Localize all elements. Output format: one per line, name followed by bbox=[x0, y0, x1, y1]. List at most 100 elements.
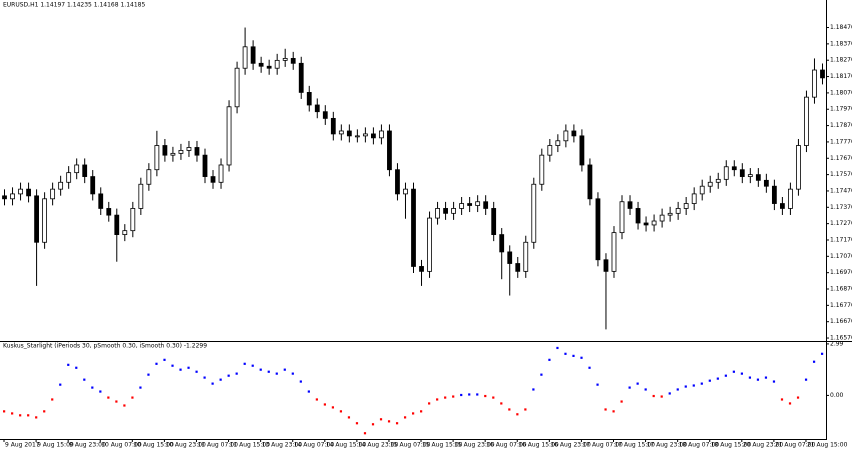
indicator-dot bbox=[740, 372, 743, 375]
indicator-dot bbox=[147, 373, 150, 376]
indicator-dot bbox=[780, 398, 784, 401]
x-tick-label: 16 Aug 23:00 bbox=[550, 442, 591, 449]
y-tick-label: 1.17770 bbox=[830, 138, 852, 145]
indicator-dot bbox=[67, 363, 70, 366]
candle-body bbox=[298, 62, 304, 93]
candle-body bbox=[130, 208, 136, 232]
candle-body bbox=[659, 214, 665, 222]
indicator-dot bbox=[59, 383, 62, 386]
indicator-dot bbox=[107, 396, 110, 399]
candle-body bbox=[603, 259, 609, 272]
candle-body bbox=[74, 164, 80, 174]
x-tick-label: 10 Aug 07:00 bbox=[101, 442, 142, 449]
candle-body bbox=[739, 169, 745, 177]
candle-body bbox=[379, 130, 384, 139]
candle-body bbox=[788, 188, 793, 209]
candle-body bbox=[779, 203, 785, 209]
x-tick-label: 11 Aug 07:00 bbox=[197, 442, 238, 449]
indicator-dot bbox=[403, 416, 407, 419]
indicator-dot bbox=[379, 418, 383, 421]
indicator-dot bbox=[211, 382, 214, 385]
indicator-dot bbox=[299, 380, 302, 383]
candle-body bbox=[715, 178, 721, 183]
candle-body bbox=[306, 92, 312, 106]
candle-body bbox=[371, 133, 376, 139]
candle-body bbox=[820, 69, 825, 79]
indicator-dot bbox=[171, 364, 174, 367]
indicator-dot bbox=[235, 372, 238, 375]
y-tick-label: 1.16670 bbox=[830, 318, 852, 325]
candle-body bbox=[403, 188, 408, 195]
indicator-dot bbox=[315, 398, 318, 401]
candle-body bbox=[491, 208, 497, 235]
candle-body bbox=[26, 188, 31, 197]
candle-body bbox=[338, 130, 344, 135]
candle-body bbox=[667, 212, 673, 216]
x-tick-label: 13 Aug 23:00 bbox=[262, 442, 303, 449]
indicator-dot bbox=[131, 396, 134, 399]
candle-body bbox=[387, 130, 392, 171]
candle-body bbox=[611, 232, 617, 272]
indicator-dot bbox=[203, 376, 206, 379]
indicator-dot bbox=[692, 384, 695, 387]
y-tick-label: 1.17970 bbox=[830, 106, 852, 113]
candle-body bbox=[691, 193, 697, 204]
indicator-dot bbox=[227, 374, 230, 377]
candle-body bbox=[274, 59, 280, 69]
candle-body bbox=[330, 117, 336, 135]
indicator-dot bbox=[500, 402, 503, 405]
indicator-dot bbox=[363, 432, 367, 435]
indicator-dot bbox=[604, 408, 607, 411]
indicator-dot bbox=[492, 396, 495, 399]
indicator-dot bbox=[772, 380, 776, 383]
indicator-dot bbox=[708, 379, 711, 382]
x-tick-label: 9 Aug 15:00 bbox=[37, 442, 74, 449]
candle-body bbox=[547, 145, 553, 156]
indicator-dot bbox=[596, 383, 599, 386]
y-tick-label: 1.17070 bbox=[830, 253, 852, 260]
indicator-dot bbox=[644, 388, 647, 391]
indicator-dot bbox=[219, 378, 222, 381]
candle-body bbox=[10, 193, 15, 200]
indicator-dot bbox=[748, 376, 752, 379]
x-tick-label: 17 Aug 07:00 bbox=[582, 442, 623, 449]
x-tick-label: 18 Aug 07:00 bbox=[679, 442, 720, 449]
y-tick-label: 1.17470 bbox=[830, 187, 852, 194]
indicator-dot bbox=[163, 358, 166, 361]
indicator-dot bbox=[420, 410, 423, 413]
candle-body bbox=[459, 203, 465, 209]
indicator-dot bbox=[668, 392, 671, 395]
candle-body bbox=[699, 185, 705, 195]
indicator-dot bbox=[532, 388, 535, 391]
y-tick-label: 1.17170 bbox=[830, 236, 852, 243]
indicator-dot bbox=[620, 400, 623, 403]
candle-body bbox=[763, 179, 769, 187]
indicator-dot bbox=[412, 412, 415, 415]
indicator-dot bbox=[660, 395, 663, 398]
candle-body bbox=[314, 104, 320, 113]
candle-body bbox=[435, 208, 440, 219]
candle-body bbox=[579, 135, 585, 166]
candle-body bbox=[507, 251, 513, 264]
indicator-dot bbox=[804, 378, 808, 381]
candle-body bbox=[555, 140, 561, 146]
x-tick-label: 16 Aug 15:00 bbox=[518, 442, 559, 449]
candle-body bbox=[619, 201, 625, 234]
indicator-dot bbox=[27, 414, 30, 417]
indicator-dot bbox=[540, 373, 543, 376]
indicator-dot bbox=[652, 394, 655, 398]
indicator-dot bbox=[428, 402, 431, 405]
x-tick-label: 15 Aug 15:00 bbox=[422, 442, 463, 449]
indicator-dot bbox=[476, 393, 479, 396]
candle-body bbox=[411, 188, 416, 267]
indicator-dot bbox=[572, 354, 575, 357]
candle-body bbox=[595, 198, 601, 261]
indicator-dot bbox=[275, 372, 278, 375]
x-tick-label: 9 Aug 23:00 bbox=[69, 442, 106, 449]
indicator-dot bbox=[684, 385, 687, 388]
y-tick-label: 1.17870 bbox=[830, 122, 852, 129]
indicator-dot bbox=[796, 396, 800, 399]
candle-body bbox=[58, 181, 64, 190]
candle-body bbox=[804, 96, 809, 146]
